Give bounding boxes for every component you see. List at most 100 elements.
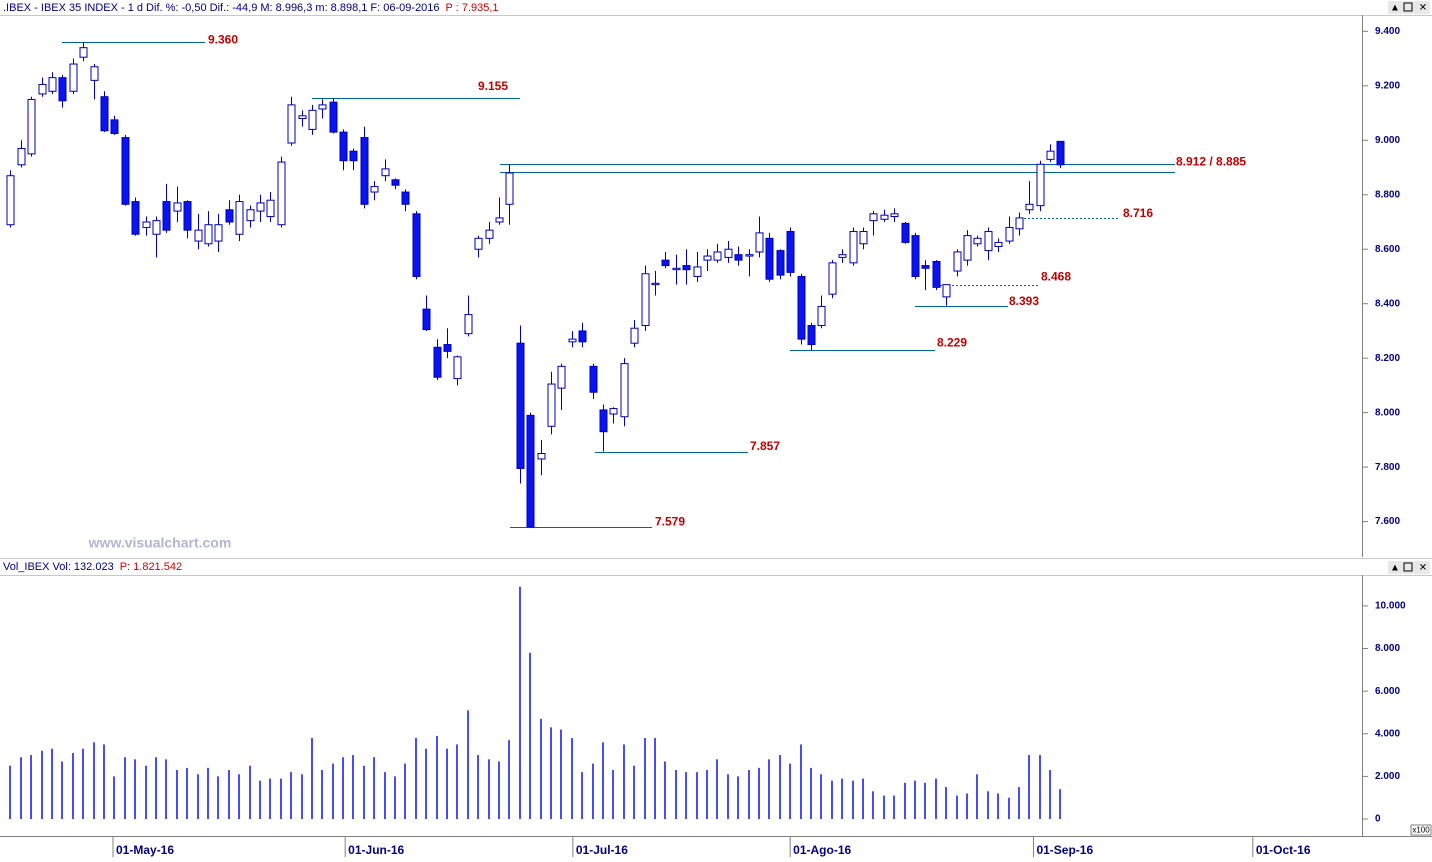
- candle-body: [485, 229, 494, 239]
- candle-body: [464, 314, 473, 335]
- candle-body: [859, 231, 868, 245]
- candle-body: [6, 175, 15, 226]
- volume-bar: [727, 774, 729, 820]
- close-button[interactable]: ✕: [1419, 563, 1427, 574]
- close-button[interactable]: ✕: [1419, 3, 1427, 14]
- chart-subtitle: P: 1.821.542: [120, 561, 182, 573]
- volume-bar: [581, 772, 583, 820]
- y-tick-label: 8.600: [1375, 244, 1400, 255]
- candle-body: [1015, 217, 1024, 230]
- candle-body: [100, 96, 109, 132]
- y-tick-label: 4.000: [1375, 728, 1400, 739]
- candle-body: [984, 231, 993, 252]
- candle-body: [1046, 150, 1055, 160]
- volume-bar: [363, 765, 365, 820]
- maximize-button[interactable]: [1403, 562, 1413, 572]
- candle-body: [973, 237, 982, 245]
- candle-body: [817, 305, 826, 326]
- y-tick-label: 10.000: [1375, 601, 1406, 612]
- candle-body: [880, 214, 889, 220]
- candle-body: [557, 365, 566, 389]
- volume-bar: [145, 765, 147, 820]
- volume-bar: [768, 759, 770, 820]
- candle-body: [953, 251, 962, 272]
- candle-body: [1025, 203, 1034, 211]
- candle-body: [225, 209, 234, 223]
- volume-bar: [893, 795, 895, 820]
- maximize-button[interactable]: [1403, 2, 1413, 12]
- volume-bar: [935, 778, 937, 820]
- volume-bar: [800, 744, 802, 820]
- chart-title: Vol_IBEX Vol: 132.023: [3, 561, 114, 573]
- volume-bar: [924, 782, 926, 820]
- candle-body: [329, 101, 338, 133]
- x-tick-label: 01-Oct-16: [1256, 843, 1311, 857]
- volume-bar: [93, 742, 95, 820]
- candle-body: [277, 161, 286, 226]
- candle-body: [921, 265, 930, 269]
- volume-bar: [217, 776, 219, 820]
- volume-bar: [415, 738, 417, 820]
- candle-body: [578, 330, 587, 343]
- volume-bar: [945, 787, 947, 820]
- volume-bar: [30, 755, 32, 820]
- volume-bar: [623, 744, 625, 820]
- candle-body: [641, 273, 650, 326]
- scroll-button[interactable]: ▲: [1390, 3, 1400, 14]
- candle-body: [755, 232, 764, 253]
- x-tick-label: 01-Sep-16: [1036, 843, 1093, 857]
- volume-bar: [488, 759, 490, 820]
- volume-bar: [20, 757, 22, 820]
- candle-body: [110, 119, 119, 134]
- candle-body: [620, 363, 629, 418]
- candle-body: [412, 213, 421, 277]
- candle-body: [194, 229, 203, 242]
- volume-bar: [82, 748, 84, 820]
- volume-bar: [696, 772, 698, 820]
- x-tick-label: 01-Jun-16: [348, 843, 404, 857]
- candle-body: [246, 209, 255, 222]
- candle-body: [48, 77, 57, 92]
- candle-body: [38, 83, 47, 95]
- candle-body: [807, 324, 816, 346]
- volume-bar: [467, 710, 469, 820]
- volume-bar: [259, 780, 261, 820]
- volume-bar: [269, 778, 271, 820]
- y-tick-label: 2.000: [1375, 771, 1400, 782]
- candle-body: [776, 250, 785, 276]
- candle-body: [142, 221, 151, 228]
- scroll-button[interactable]: ▲: [1390, 563, 1400, 574]
- volume-bar: [976, 774, 978, 820]
- candle-body: [724, 248, 733, 258]
- volume-bar: [872, 791, 874, 820]
- chart-subtitle: P : 7.935,1: [446, 2, 499, 14]
- candle-body: [672, 267, 681, 271]
- volume-bar: [560, 729, 562, 820]
- volume-bar: [51, 748, 53, 820]
- candle-body: [17, 147, 26, 166]
- annotation-label: 8.912 / 8.885: [1176, 154, 1246, 168]
- volume-bar: [706, 770, 708, 820]
- candle-body: [173, 202, 182, 212]
- chart-title: .IBEX - IBEX 35 INDEX - 1 d Dif. %: -0,5…: [3, 2, 440, 14]
- volume-bar: [685, 772, 687, 820]
- candle-body: [734, 254, 743, 261]
- candle-body: [235, 201, 244, 235]
- candle-body: [797, 275, 806, 340]
- candle-body: [370, 186, 379, 193]
- volume-bar: [779, 755, 781, 820]
- candle-body: [942, 284, 951, 298]
- candle-body: [256, 202, 265, 212]
- candle-body: [131, 201, 140, 235]
- volume-bar: [914, 780, 916, 820]
- volume-bar: [571, 738, 573, 820]
- window-buttons: ▲ ✕ ▲ ✕: [1388, 1, 1430, 574]
- volume-bar: [758, 767, 760, 820]
- volume-bar: [540, 718, 542, 820]
- candle-body: [1036, 163, 1045, 207]
- candle-body: [214, 224, 223, 242]
- y-tick-label: 6.000: [1375, 686, 1400, 697]
- volume-bar: [311, 738, 313, 820]
- volume-bar: [249, 765, 251, 820]
